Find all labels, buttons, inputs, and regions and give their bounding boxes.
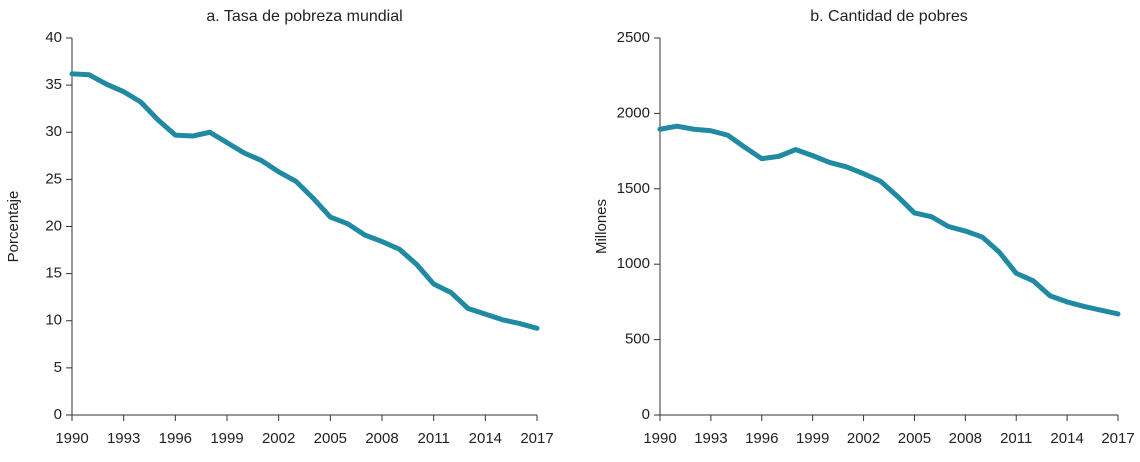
x-tick-label: 1990 <box>643 430 676 447</box>
y-tick-label: 20 <box>45 217 62 234</box>
y-tick-label: 500 <box>625 331 650 348</box>
x-tick-label: 2011 <box>1000 430 1032 447</box>
y-axis-label: Porcentaje <box>5 191 22 263</box>
y-tick-label: 25 <box>45 170 62 187</box>
x-tick-label: 2005 <box>314 430 347 447</box>
chart-title: a. Tasa de pobreza mundial <box>206 8 402 25</box>
x-tick-label: 2011 <box>418 430 450 447</box>
line <box>69 71 540 331</box>
x-tick-label: 1999 <box>210 430 243 447</box>
x-tick-label: 1990 <box>55 430 88 447</box>
y-tick-label: 35 <box>45 76 62 93</box>
x-tick-label: 2002 <box>262 430 295 447</box>
y-tick-label: 2000 <box>617 104 650 121</box>
x-tick-label: 1996 <box>745 430 778 447</box>
y-tick-label: 15 <box>45 265 62 282</box>
x-tick-label: 2005 <box>898 430 931 447</box>
x-tick-label: 1999 <box>796 430 829 447</box>
y-tick-label: 30 <box>45 123 62 140</box>
y-tick-label: 10 <box>45 312 62 329</box>
x-tick-label: 2014 <box>469 430 502 447</box>
x-tick-label: 1993 <box>694 430 727 447</box>
x-tick-label: 1993 <box>107 430 140 447</box>
chart-title: b. Cantidad de pobres <box>810 8 967 25</box>
x-tick-label: 2008 <box>365 430 398 447</box>
x-tick-label: 1996 <box>159 430 192 447</box>
y-tick-label: 5 <box>54 359 62 376</box>
line <box>657 123 1121 317</box>
y-tick-label: 0 <box>642 406 650 423</box>
x-tick-label: 2002 <box>847 430 880 447</box>
y-axis-label: Millones <box>593 199 610 254</box>
x-tick-label: 2008 <box>949 430 982 447</box>
y-tick-label: 1000 <box>617 255 650 272</box>
x-tick-label: 2017 <box>1101 430 1134 447</box>
y-tick-label: 2500 <box>617 29 650 46</box>
y-tick-label: 1500 <box>617 180 650 197</box>
x-tick-label: 2014 <box>1050 430 1083 447</box>
y-tick-label: 0 <box>54 406 62 423</box>
x-tick-label: 2017 <box>520 430 553 447</box>
y-tick-label: 40 <box>45 29 62 46</box>
